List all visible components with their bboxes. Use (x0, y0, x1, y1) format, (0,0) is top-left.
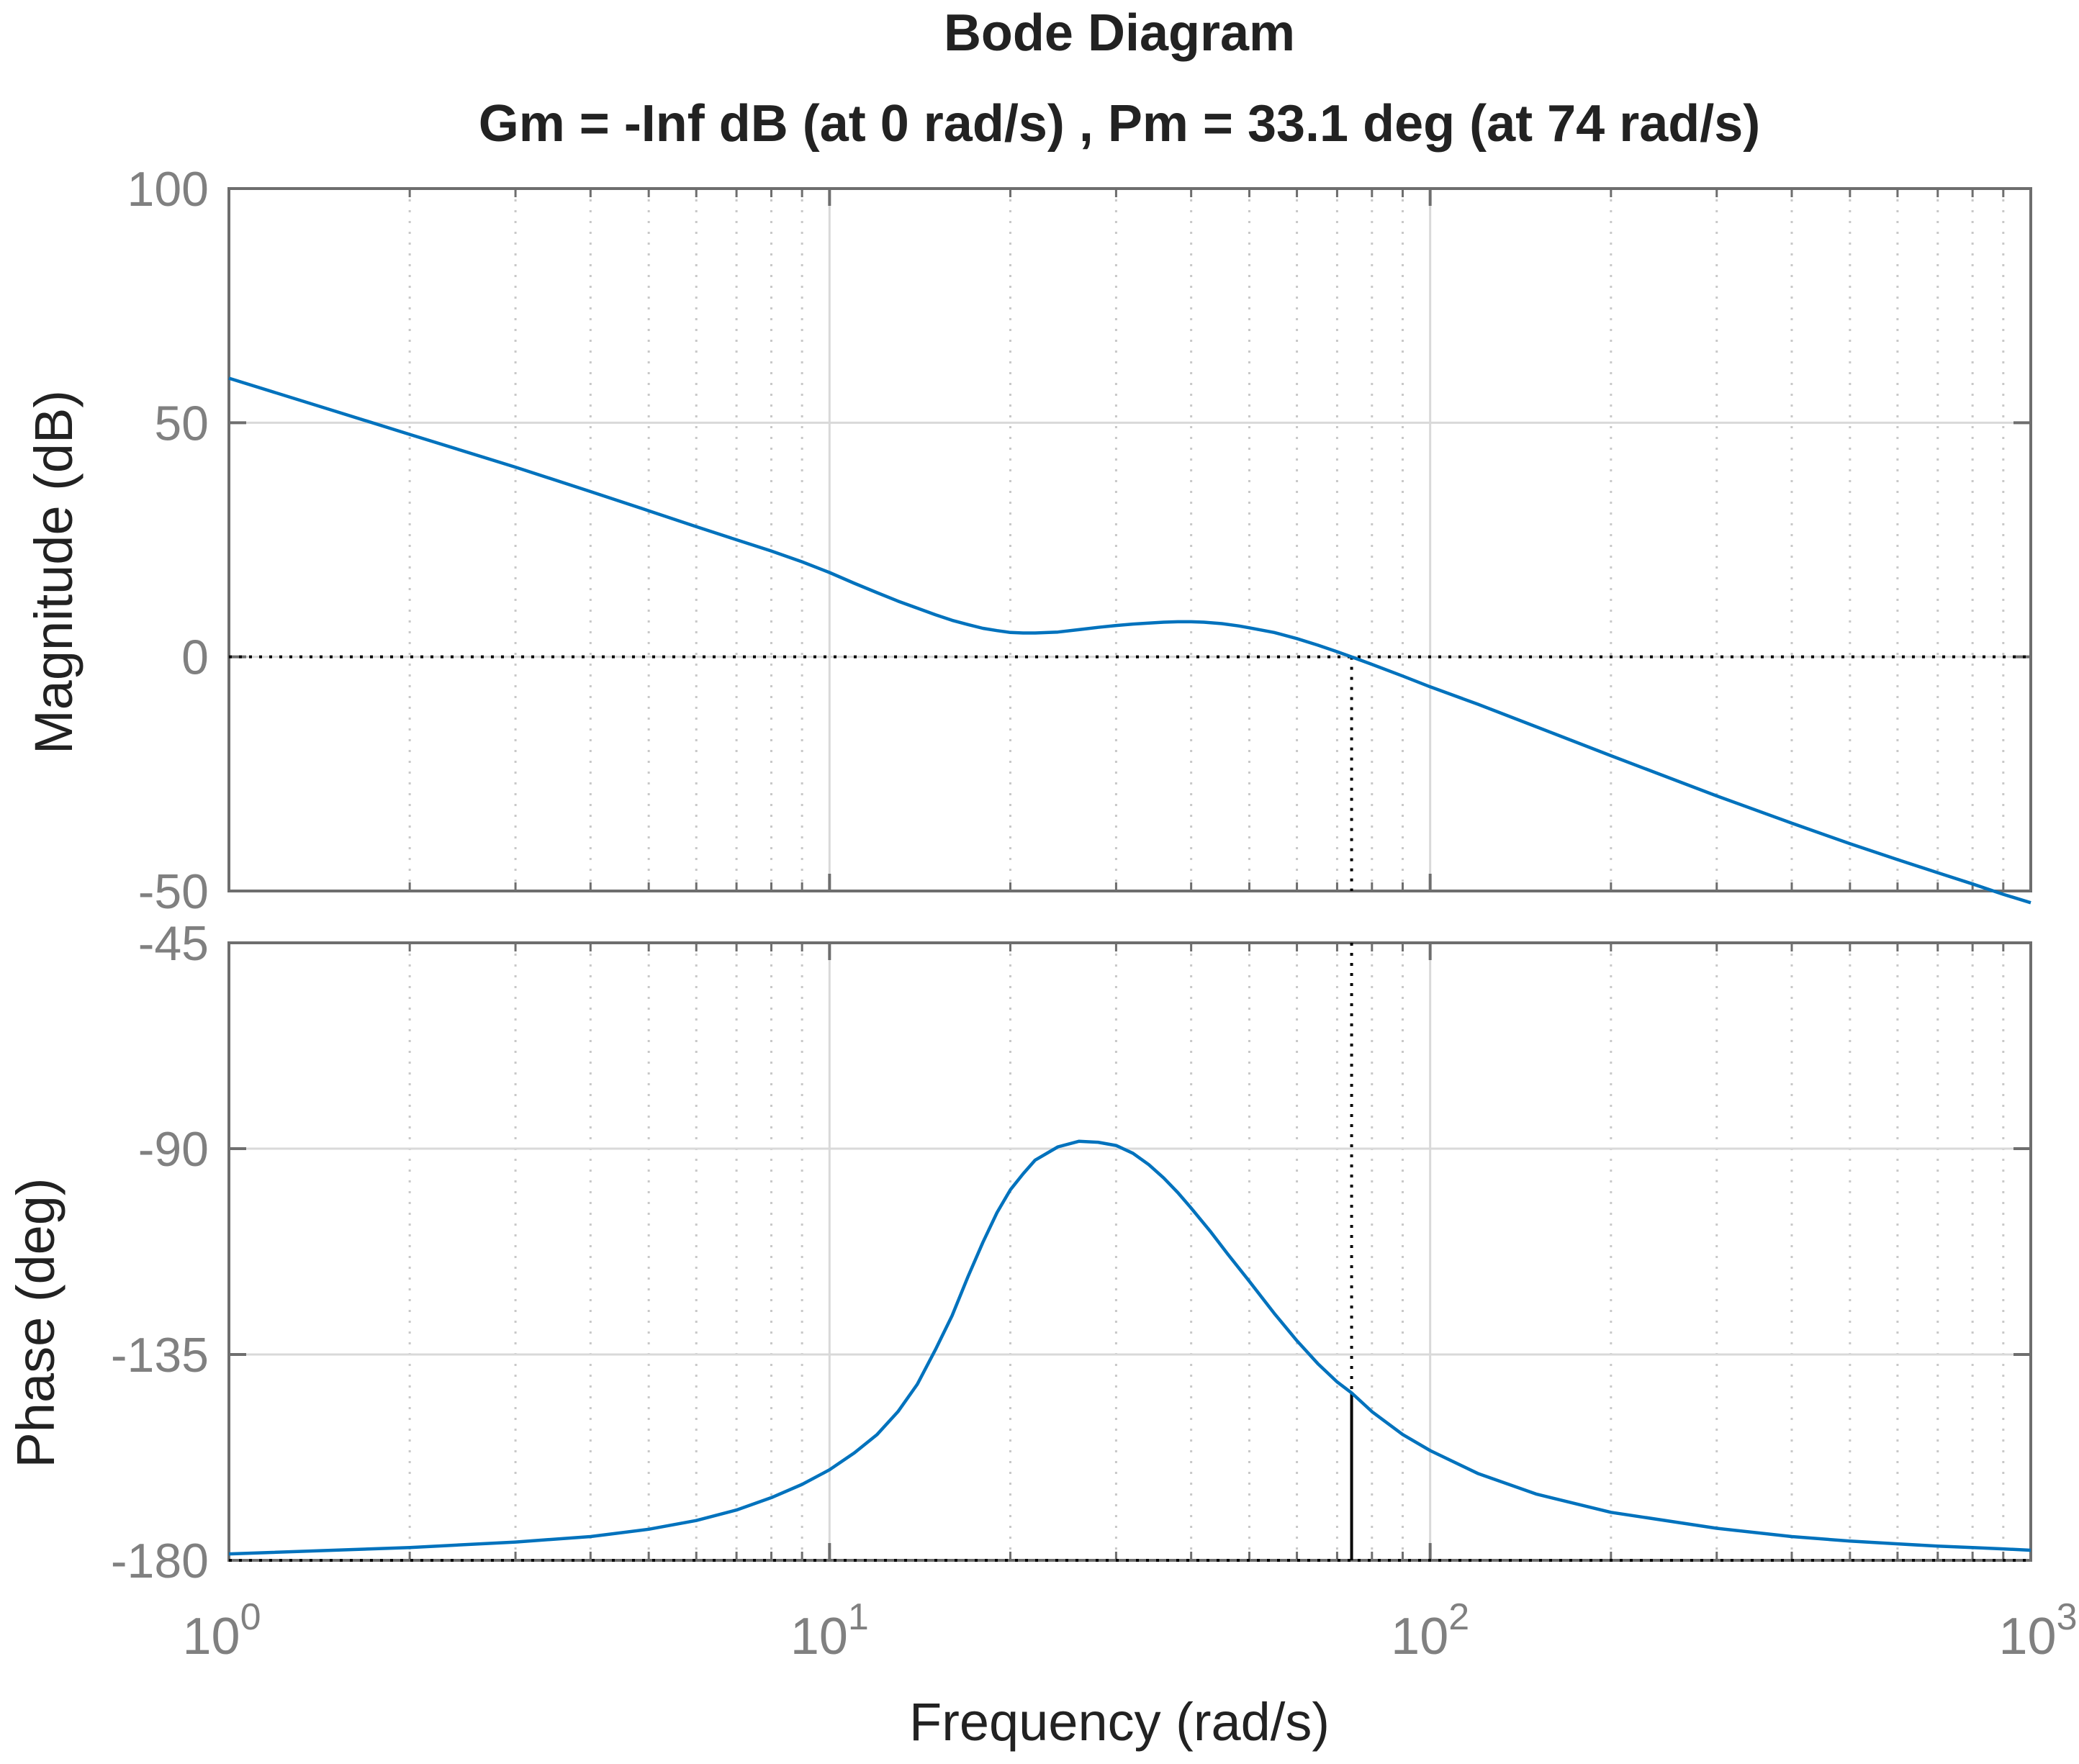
magnitude-y-tick-label: 50 (154, 396, 209, 451)
x-tick-exponent: 3 (2057, 1596, 2078, 1638)
x-axis-label: Frequency (rad/s) (909, 1692, 1330, 1752)
magnitude-y-tick-label: 100 (127, 162, 209, 217)
chart-title: Bode Diagram (944, 4, 1295, 62)
x-tick-label: 103 (1998, 1596, 2077, 1665)
chart-subtitle: Gm = -Inf dB (at 0 rad/s) , Pm = 33.1 de… (479, 95, 1761, 153)
phase-y-tick-label: -180 (111, 1534, 209, 1588)
phase-y-tick-label: -135 (111, 1328, 209, 1383)
magnitude-axis-label: Magnitude (dB) (24, 390, 84, 754)
phase-y-tick-label: -45 (138, 916, 209, 971)
phase-y-tick-label: -90 (138, 1122, 209, 1177)
phase-axis-label: Phase (deg) (6, 1177, 66, 1467)
phase-axes-box (227, 941, 2032, 1562)
x-tick-label: 101 (790, 1596, 869, 1665)
x-tick-exponent: 1 (848, 1596, 869, 1638)
magnitude-y-tick-label: 0 (181, 630, 209, 685)
magnitude-axes-box (227, 187, 2032, 892)
x-tick-label: 100 (182, 1596, 261, 1665)
phase-series-line (228, 1139, 2031, 1556)
x-tick-exponent: 0 (240, 1596, 261, 1638)
magnitude-y-tick-label: -50 (138, 864, 209, 919)
x-tick-exponent: 2 (1448, 1596, 1469, 1638)
x-tick-label: 102 (1391, 1596, 1469, 1665)
magnitude-series-line (228, 376, 2031, 905)
magnitude-panel: 100 50 0 -50 (127, 162, 2032, 919)
